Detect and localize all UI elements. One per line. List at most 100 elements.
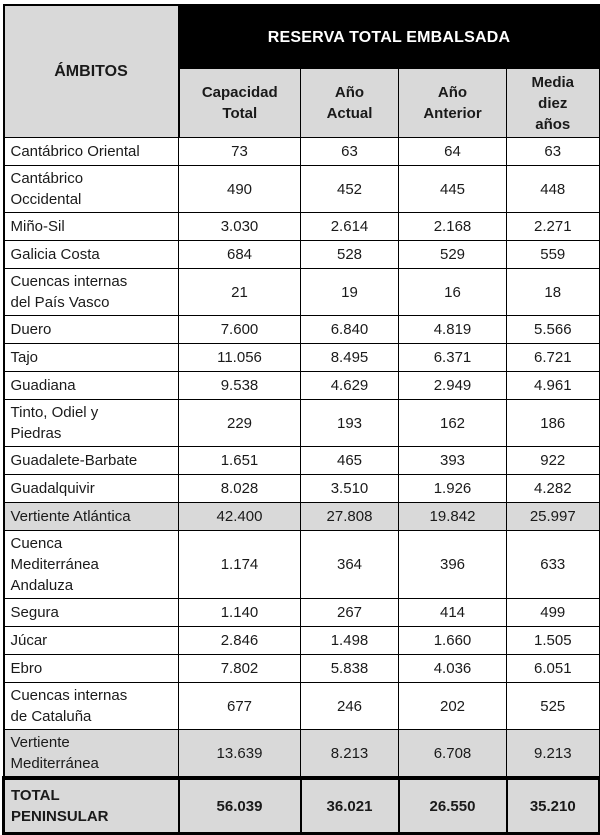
cell-value: 18 <box>505 268 600 316</box>
cell-value: 6.721 <box>505 343 600 372</box>
cell-value: 393 <box>398 446 507 475</box>
cell-value: 559 <box>505 240 600 269</box>
table-row: Guadalquivir 8.028 3.510 1.926 4.282 <box>3 474 600 503</box>
row-label: Guadalquivir <box>3 474 179 503</box>
column-header-capacidad-total: Capacidad Total <box>178 68 301 138</box>
row-label: Duero <box>3 315 179 344</box>
row-label: Miño-Sil <box>3 212 179 241</box>
row-label: Cuencas internas de Cataluña <box>3 682 179 730</box>
row-label: Cuenca Mediterránea Andaluza <box>3 530 179 599</box>
cell-value: 42.400 <box>178 502 301 531</box>
cell-value: 7.600 <box>178 315 301 344</box>
table-row: TOTAL PENINSULAR 56.039 36.021 26.550 35… <box>2 776 600 835</box>
cell-value: 2.271 <box>505 212 600 241</box>
cell-value: 499 <box>505 598 600 627</box>
cell-value: 2.949 <box>398 371 507 400</box>
ambitos-header: ÁMBITOS <box>3 4 180 138</box>
cell-value: 63 <box>300 137 399 166</box>
cell-value: 448 <box>505 165 600 213</box>
column-header-row: Capacidad Total Año Actual Año Anterior … <box>4 68 600 138</box>
cell-value: 36.021 <box>299 776 400 835</box>
cell-value: 6.840 <box>300 315 399 344</box>
row-label: Júcar <box>3 626 179 655</box>
cell-value: 162 <box>398 399 507 447</box>
cell-value: 19 <box>300 268 399 316</box>
cell-value: 9.213 <box>505 729 600 779</box>
column-header-media-diez-anos: Media diez años <box>505 68 600 138</box>
table-row: Segura 1.140 267 414 499 <box>3 598 600 627</box>
table-row: Tinto, Odiel y Piedras 229 193 162 186 <box>3 399 600 447</box>
cell-value: 525 <box>505 682 600 730</box>
cell-value: 452 <box>300 165 399 213</box>
table-header: ÁMBITOS RESERVA TOTAL EMBALSADA Capacida… <box>3 4 600 138</box>
cell-value: 6.708 <box>398 729 507 779</box>
cell-value: 186 <box>505 399 600 447</box>
cell-value: 528 <box>300 240 399 269</box>
group-header-row: ÁMBITOS RESERVA TOTAL EMBALSADA <box>3 4 600 138</box>
cell-value: 2.614 <box>300 212 399 241</box>
cell-value: 11.056 <box>178 343 301 372</box>
cell-value: 1.660 <box>398 626 507 655</box>
cell-value: 364 <box>300 530 399 599</box>
cell-value: 202 <box>398 682 507 730</box>
table-row: Duero 7.600 6.840 4.819 5.566 <box>3 315 600 344</box>
cell-value: 5.838 <box>300 654 399 683</box>
table-row: Miño-Sil 3.030 2.614 2.168 2.271 <box>3 212 600 241</box>
cell-value: 3.030 <box>178 212 301 241</box>
cell-value: 27.808 <box>300 502 399 531</box>
table-row: Vertiente Atlántica 42.400 27.808 19.842… <box>3 502 600 531</box>
cell-value: 16 <box>398 268 507 316</box>
table-row: Cantábrico Occidental 490 452 445 448 <box>3 165 600 213</box>
cell-value: 8.213 <box>300 729 399 779</box>
cell-value: 267 <box>300 598 399 627</box>
cell-value: 21 <box>178 268 301 316</box>
table-row: Vertiente Mediterránea 13.639 8.213 6.70… <box>3 729 600 779</box>
cell-value: 26.550 <box>397 776 508 835</box>
cell-value: 1.140 <box>178 598 301 627</box>
cell-value: 2.168 <box>398 212 507 241</box>
cell-value: 6.051 <box>505 654 600 683</box>
cell-value: 19.842 <box>398 502 507 531</box>
cell-value: 922 <box>505 446 600 475</box>
cell-value: 7.802 <box>178 654 301 683</box>
cell-value: 193 <box>300 399 399 447</box>
reservoir-table: ÁMBITOS RESERVA TOTAL EMBALSADA Capacida… <box>2 4 600 835</box>
cell-value: 63 <box>505 137 600 166</box>
row-label: Vertiente Mediterránea <box>3 729 179 779</box>
cell-value: 35.210 <box>505 776 600 835</box>
cell-value: 445 <box>398 165 507 213</box>
cell-value: 4.629 <box>300 371 399 400</box>
cell-value: 64 <box>398 137 507 166</box>
table-row: Cuencas internas del País Vasco 21 19 16… <box>3 268 600 316</box>
column-header-ano-actual: Año Actual <box>300 68 399 138</box>
cell-value: 4.961 <box>505 371 600 400</box>
cell-value: 3.510 <box>300 474 399 503</box>
row-label: Guadalete-Barbate <box>3 446 179 475</box>
table-row: Guadiana 9.538 4.629 2.949 4.961 <box>3 371 600 400</box>
row-label: Vertiente Atlántica <box>3 502 179 531</box>
cell-value: 5.566 <box>505 315 600 344</box>
cell-value: 25.997 <box>505 502 600 531</box>
cell-value: 465 <box>300 446 399 475</box>
cell-value: 9.538 <box>178 371 301 400</box>
table-row: Guadalete-Barbate 1.651 465 393 922 <box>3 446 600 475</box>
table-row: Cuencas internas de Cataluña 677 246 202… <box>3 682 600 730</box>
cell-value: 1.926 <box>398 474 507 503</box>
cell-value: 396 <box>398 530 507 599</box>
table-row: Galicia Costa 684 528 529 559 <box>3 240 600 269</box>
cell-value: 1.174 <box>178 530 301 599</box>
row-label: Cuencas internas del País Vasco <box>3 268 179 316</box>
cell-value: 1.505 <box>505 626 600 655</box>
cell-value: 6.371 <box>398 343 507 372</box>
row-label: Ebro <box>3 654 179 683</box>
table-row: Júcar 2.846 1.498 1.660 1.505 <box>3 626 600 655</box>
cell-value: 677 <box>178 682 301 730</box>
cell-value: 2.846 <box>178 626 301 655</box>
row-label: Cantábrico Occidental <box>3 165 179 213</box>
cell-value: 490 <box>178 165 301 213</box>
row-label: Segura <box>3 598 179 627</box>
cell-value: 633 <box>505 530 600 599</box>
cell-value: 1.498 <box>300 626 399 655</box>
table-row: Cuenca Mediterránea Andaluza 1.174 364 3… <box>3 530 600 599</box>
